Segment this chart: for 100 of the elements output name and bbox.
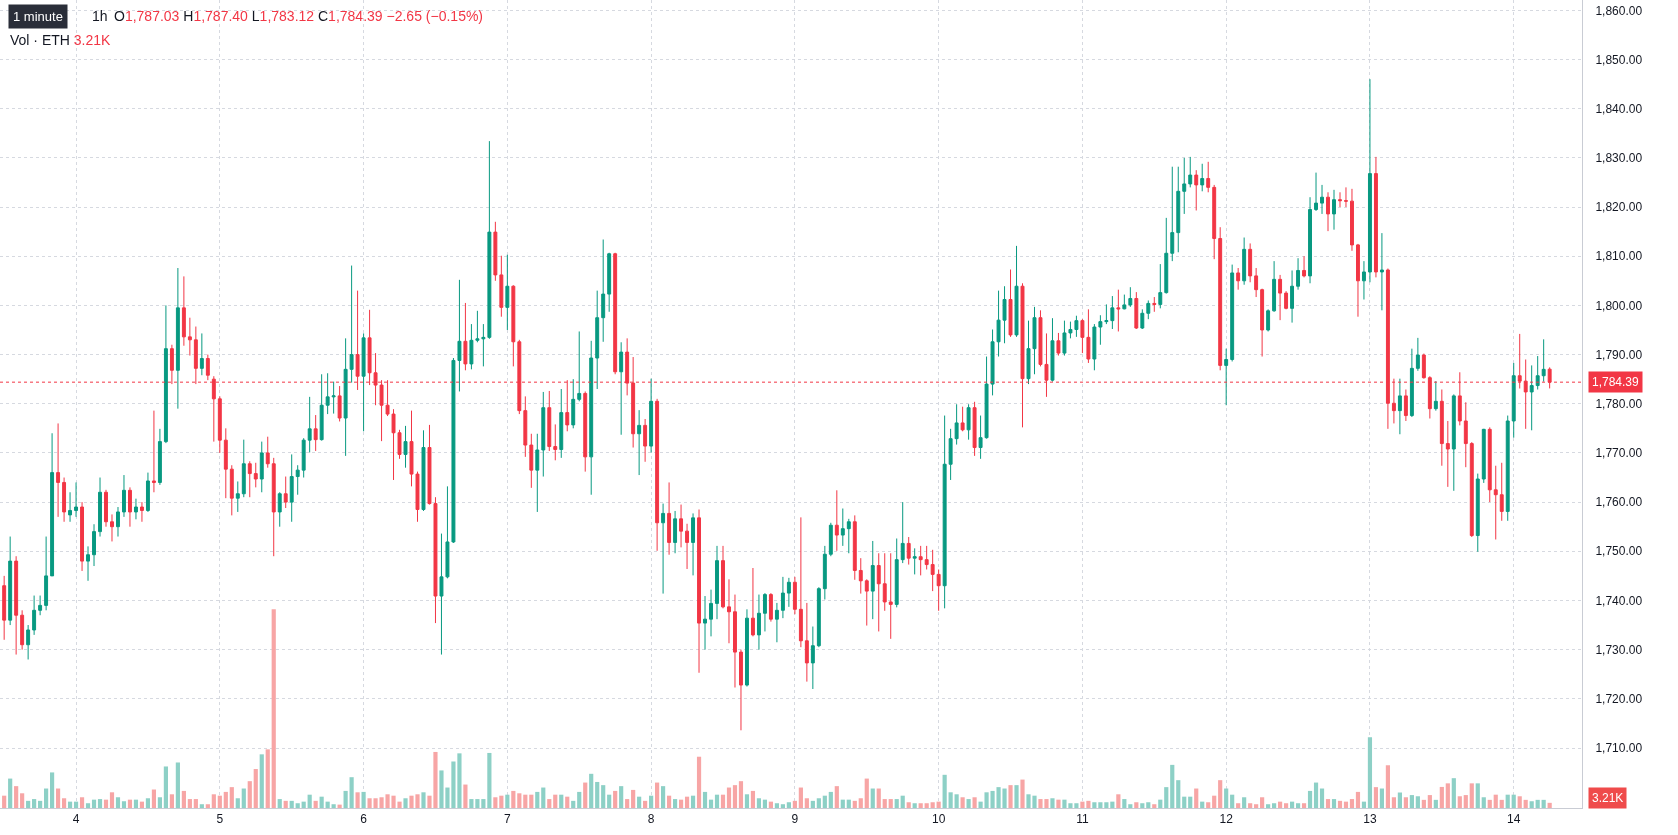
bar [631,789,636,808]
candlestick [1266,308,1271,332]
candlestick [283,476,288,509]
candlestick [529,433,534,489]
candlestick [175,267,180,410]
bar [505,794,510,808]
candlestick [1236,267,1241,291]
bar [1373,787,1379,808]
bar [780,804,785,808]
candlestick [1056,332,1061,357]
candlestick [247,460,252,498]
candlestick [745,608,749,688]
bar [1421,799,1426,808]
candlestick [667,481,672,556]
candlestick [1200,163,1205,192]
candlestick [655,398,660,552]
y-tick-label: 1,860.00 [1595,3,1643,18]
bar [1176,780,1181,808]
candlestick [876,552,881,632]
bar [1385,765,1391,808]
candlestick [1194,169,1199,211]
candlestick [157,428,162,486]
bar [511,790,516,808]
candlestick [319,373,324,442]
candlestick [259,441,264,493]
bar [1098,802,1103,808]
candlestick [1338,191,1342,208]
candlestick [858,557,863,595]
y-tick-label: 1,770.00 [1595,446,1643,461]
bar [1307,790,1313,808]
bar [1529,801,1534,808]
bar [589,773,594,808]
candlestick [930,549,935,592]
bar [1535,799,1540,808]
candlestick [1176,166,1181,253]
bar [900,795,905,808]
bar [133,799,139,808]
candlestick [1451,393,1456,492]
candlestick [1296,257,1301,291]
candlestick [50,432,55,577]
candlestick [948,428,953,481]
bar [271,609,276,808]
bar [708,799,714,808]
bar [1236,803,1241,808]
bar [858,798,863,808]
candlestick [331,381,336,415]
bar [463,784,468,808]
candlestick [1397,378,1402,435]
bar [1122,799,1127,808]
candlestick [1350,188,1354,252]
bar [601,785,606,808]
candlestick [1403,388,1408,422]
bar [1499,799,1504,808]
bar [972,797,977,808]
candlestick [906,536,911,566]
bar [277,799,282,808]
bar [205,804,210,808]
candlestick [8,536,13,626]
bar [690,795,696,808]
bar [421,792,426,808]
bar [1331,799,1337,808]
bar [79,797,85,808]
candlestick [1332,189,1336,231]
bar [559,794,564,808]
bar [1337,800,1343,808]
candlestick [780,576,785,619]
candlestick [32,595,37,636]
candlestick [583,390,588,473]
candlestick [750,567,755,637]
bar [966,799,971,808]
candlestick [1242,237,1247,286]
candlestick [1493,465,1498,540]
bar [38,800,43,808]
bar [517,793,522,808]
bar [571,800,576,808]
bar [672,799,678,808]
bar [852,800,857,808]
candlestick [181,275,186,347]
bar [1188,796,1193,808]
bar [1505,794,1510,808]
bar [810,800,815,808]
candlestick [1481,428,1486,484]
candlestick [217,395,222,454]
candlestick [1499,462,1504,522]
bar [1397,792,1402,808]
bar [625,799,630,808]
candlestick [756,594,761,651]
bar [565,796,570,808]
candlestick [601,239,606,343]
bar [1349,799,1355,808]
bar [726,787,732,808]
bar [91,799,97,808]
candlestick [295,464,300,496]
bar [1379,788,1385,808]
bar [924,803,929,808]
candlestick [511,284,516,367]
candlestick [241,439,246,498]
text: 3.21K [1592,791,1624,805]
candlestick [1260,288,1265,358]
bar [655,782,660,808]
